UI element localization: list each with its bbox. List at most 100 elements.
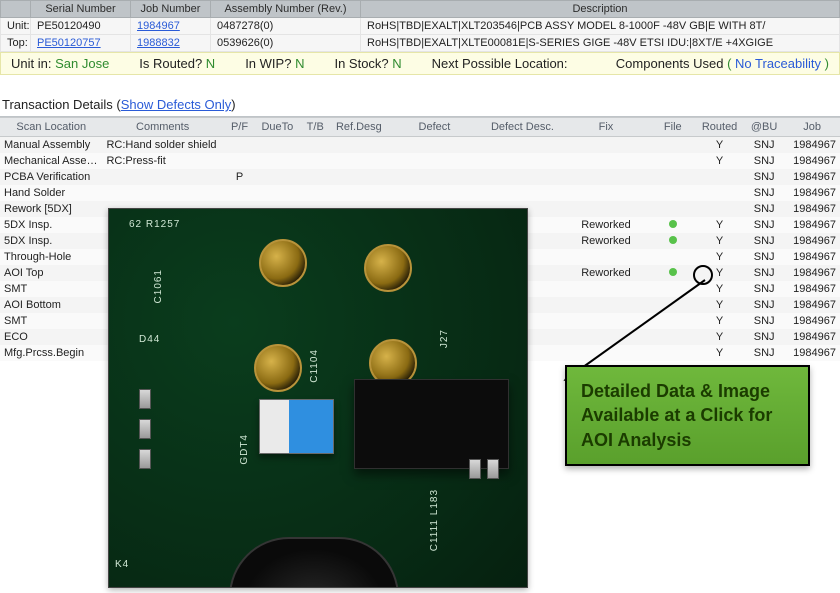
section-title-close: )	[231, 97, 235, 112]
cell-file	[651, 281, 696, 297]
cell-tb	[299, 185, 332, 201]
hdr-routed[interactable]: Routed	[695, 118, 744, 137]
hdr-defdesc[interactable]: Defect Desc.	[483, 118, 561, 137]
cell-pf	[223, 137, 256, 154]
cell-bu: SNJ	[744, 153, 784, 169]
hdr-tb[interactable]: T/B	[299, 118, 332, 137]
cell-defectdesc	[483, 185, 561, 201]
cell-bu: SNJ	[744, 137, 784, 154]
hdr-scan[interactable]: Scan Location	[0, 118, 102, 137]
table-row[interactable]: Mechanical AssemblyRC:Press-fitYSNJ19849…	[0, 153, 840, 169]
cell-dueto	[256, 169, 298, 185]
cell-file	[651, 169, 696, 185]
serial-cell: PE50120757	[31, 35, 131, 52]
job-link[interactable]: 1984967	[137, 20, 180, 32]
cell-job: 1984967	[784, 249, 840, 265]
cell-tb	[299, 153, 332, 169]
hdr-fix[interactable]: Fix	[561, 118, 650, 137]
cell-scan: ECO	[0, 329, 102, 345]
cell-defectdesc	[483, 137, 561, 154]
cell-scan: Hand Solder	[0, 185, 102, 201]
cell-job: 1984967	[784, 201, 840, 217]
cell-bu: SNJ	[744, 249, 784, 265]
col-serial[interactable]: Serial Number	[31, 1, 131, 18]
hdr-job[interactable]: Job	[784, 118, 840, 137]
top-row: Unit:PE5012049019849670487278(0)RoHS|TBD…	[1, 18, 840, 35]
cell-routed: Y	[695, 233, 744, 249]
transaction-details-title: Transaction Details (Show Defects Only)	[0, 93, 840, 117]
cell-bu: SNJ	[744, 201, 784, 217]
instock-label: In Stock?	[334, 56, 388, 71]
hdr-dueto[interactable]: DueTo	[256, 118, 298, 137]
cell-defectdesc	[483, 153, 561, 169]
cell-job: 1984967	[784, 137, 840, 154]
col-assembly[interactable]: Assembly Number (Rev.)	[211, 1, 361, 18]
components-value-link[interactable]: No Traceability	[735, 56, 821, 71]
show-defects-only-link[interactable]: Show Defects Only	[121, 97, 232, 112]
cell-scan: Rework [5DX]	[0, 201, 102, 217]
cell-job: 1984967	[784, 217, 840, 233]
cell-dueto	[256, 137, 298, 154]
cell-job: 1984967	[784, 233, 840, 249]
cell-file	[651, 185, 696, 201]
file-available-icon[interactable]	[669, 220, 677, 228]
cell-bu: SNJ	[744, 329, 784, 345]
cell-routed	[695, 201, 744, 217]
hdr-pf[interactable]: P/F	[223, 118, 256, 137]
cell-job: 1984967	[784, 265, 840, 281]
nextloc-label: Next Possible Location:	[432, 56, 568, 71]
hdr-defect[interactable]: Defect	[385, 118, 483, 137]
cell-bu: SNJ	[744, 265, 784, 281]
hdr-bu[interactable]: @BU	[744, 118, 784, 137]
job-link-cell: 1984967	[131, 18, 211, 35]
cell-refdesg	[332, 153, 385, 169]
cell-fix: Reworked	[561, 233, 650, 249]
cell-fix	[561, 345, 650, 361]
table-row[interactable]: Hand SolderSNJ1984967	[0, 185, 840, 201]
cell-routed	[695, 169, 744, 185]
pcb-board: 62 R1257 C1061 D44 C1104 J27 GDT4 C1111 …	[109, 209, 527, 587]
cell-scan: Through-Hole	[0, 249, 102, 265]
silk-label: 62 R1257	[129, 219, 180, 230]
cell-defect	[385, 153, 483, 169]
cell-bu: SNJ	[744, 169, 784, 185]
col-desc[interactable]: Description	[361, 1, 840, 18]
silk-label: GDT4	[239, 434, 250, 465]
cell-pf	[223, 185, 256, 201]
cell-fix	[561, 185, 650, 201]
routed-label: Is Routed?	[139, 56, 202, 71]
section-title-text: Transaction Details (	[2, 97, 121, 112]
callout-text: Detailed Data & Image Available at a Cli…	[581, 381, 772, 450]
file-available-icon[interactable]	[669, 236, 677, 244]
cell-file	[651, 265, 696, 281]
table-row[interactable]: Manual AssemblyRC:Hand solder shieldYSNJ…	[0, 137, 840, 154]
cell-routed: Y	[695, 313, 744, 329]
cell-fix	[561, 201, 650, 217]
cell-file	[651, 217, 696, 233]
aoi-image-preview[interactable]: 62 R1257 C1061 D44 C1104 J27 GDT4 C1111 …	[108, 208, 528, 588]
serial-link[interactable]: PE50120757	[37, 37, 101, 49]
cell-dueto	[256, 185, 298, 201]
cell-fix	[561, 169, 650, 185]
cell-comments: RC:Hand solder shield	[102, 137, 222, 154]
cell-bu: SNJ	[744, 297, 784, 313]
cell-fix	[561, 313, 650, 329]
cell-file	[651, 345, 696, 361]
cell-fix: Reworked	[561, 217, 650, 233]
cell-refdesg	[332, 185, 385, 201]
cell-job: 1984967	[784, 153, 840, 169]
table-row[interactable]: PCBA VerificationPSNJ1984967	[0, 169, 840, 185]
hdr-refdesg[interactable]: Ref.Desg	[332, 118, 385, 137]
cell-dueto	[256, 153, 298, 169]
hdr-comments[interactable]: Comments	[102, 118, 222, 137]
cell-scan: AOI Bottom	[0, 297, 102, 313]
cell-pf	[223, 153, 256, 169]
col-job[interactable]: Job Number	[131, 1, 211, 18]
file-available-icon[interactable]	[669, 268, 677, 276]
hdr-file[interactable]: File	[651, 118, 696, 137]
cell-job: 1984967	[784, 345, 840, 361]
cell-refdesg	[332, 137, 385, 154]
cell-file	[651, 297, 696, 313]
instock-value: N	[392, 56, 401, 71]
job-link[interactable]: 1988832	[137, 37, 180, 49]
